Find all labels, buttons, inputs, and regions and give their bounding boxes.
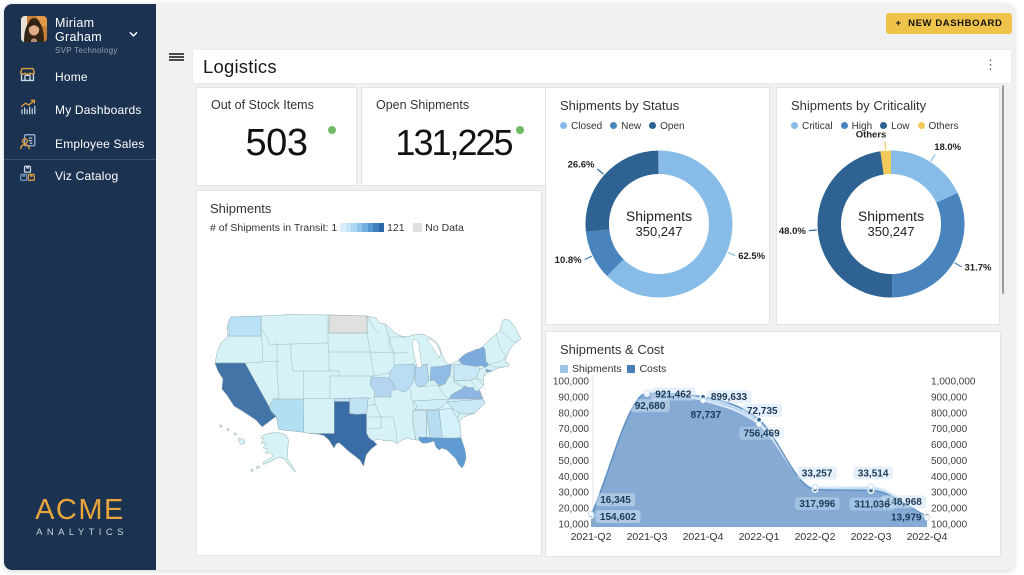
svg-text:18.0%: 18.0% [934,142,961,153]
svg-text:200,000: 200,000 [931,504,968,515]
svg-text:87,737: 87,737 [691,410,722,421]
svg-text:60,000: 60,000 [558,440,589,451]
svg-text:48.0%: 48.0% [779,226,806,237]
svg-text:70,000: 70,000 [558,424,589,435]
svg-text:30,000: 30,000 [558,488,589,499]
svg-text:33,257: 33,257 [802,469,833,480]
svg-text:500,000: 500,000 [931,456,968,467]
svg-text:2021-Q2: 2021-Q2 [571,531,612,543]
svg-text:900,000: 900,000 [931,392,968,403]
svg-text:62.5%: 62.5% [738,251,765,262]
svg-text:100,000: 100,000 [931,520,968,531]
svg-text:1,000,000: 1,000,000 [931,377,976,388]
svg-text:100,000: 100,000 [553,377,590,388]
svg-text:317,996: 317,996 [799,499,836,510]
svg-text:756,469: 756,469 [744,429,781,440]
svg-text:13,979: 13,979 [891,513,922,524]
svg-text:600,000: 600,000 [931,440,968,451]
svg-text:72,735: 72,735 [747,406,778,417]
svg-text:33,514: 33,514 [858,469,889,480]
svg-text:40,000: 40,000 [558,472,589,483]
svg-text:2021-Q4: 2021-Q4 [683,531,724,543]
svg-text:899,633: 899,633 [711,392,748,403]
svg-text:350,247: 350,247 [868,224,915,239]
svg-text:400,000: 400,000 [931,472,968,483]
svg-text:2022-Q4: 2022-Q4 [907,531,948,543]
svg-text:31.7%: 31.7% [965,262,992,273]
svg-text:Others: Others [856,130,887,141]
svg-text:90,000: 90,000 [558,392,589,403]
svg-text:2022-Q2: 2022-Q2 [795,531,836,543]
svg-text:2022-Q1: 2022-Q1 [739,531,780,543]
svg-text:148,968: 148,968 [886,497,923,508]
svg-text:921,462: 921,462 [655,390,692,401]
svg-text:154,602: 154,602 [600,512,637,523]
svg-text:311,036: 311,036 [854,500,890,511]
svg-text:Shipments: Shipments [626,208,692,224]
svg-text:10.8%: 10.8% [555,255,582,266]
svg-text:700,000: 700,000 [931,424,968,435]
svg-text:10,000: 10,000 [558,520,589,531]
svg-text:Shipments: Shipments [858,208,924,224]
svg-text:50,000: 50,000 [558,456,589,467]
svg-text:80,000: 80,000 [558,408,589,419]
svg-text:20,000: 20,000 [558,504,589,515]
svg-text:26.6%: 26.6% [568,160,595,171]
svg-text:2021-Q3: 2021-Q3 [627,531,668,543]
svg-text:16,345: 16,345 [600,495,631,506]
svg-text:350,247: 350,247 [636,224,683,239]
svg-text:92,680: 92,680 [635,401,666,412]
svg-text:300,000: 300,000 [931,488,968,499]
svg-text:800,000: 800,000 [931,408,968,419]
svg-text:2022-Q3: 2022-Q3 [851,531,892,543]
